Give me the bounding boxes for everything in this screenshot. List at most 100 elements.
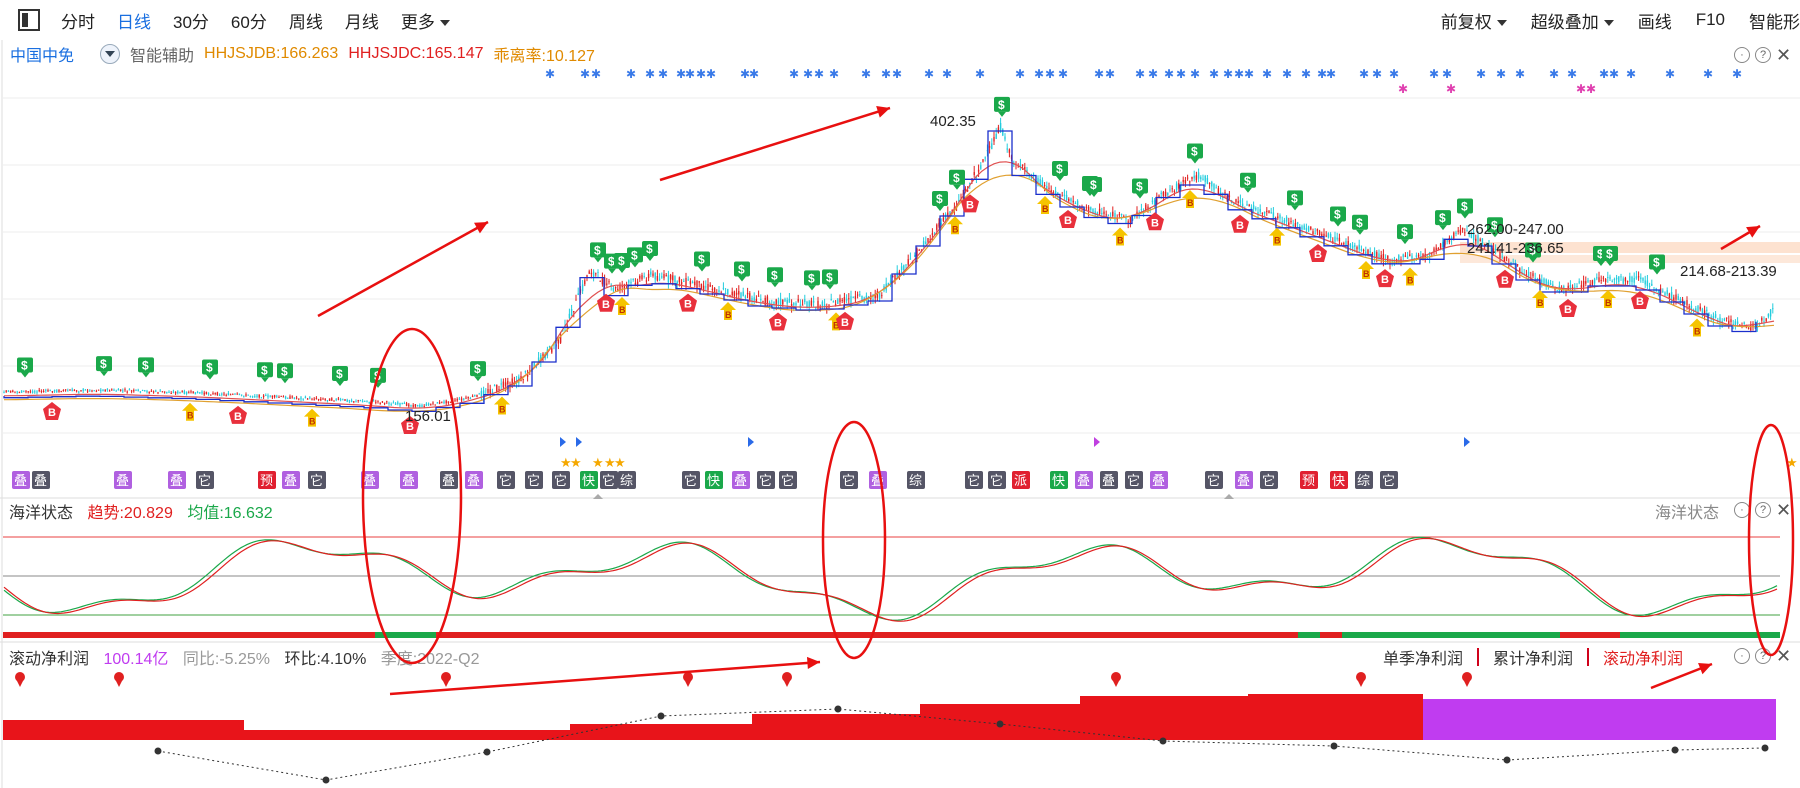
help-icon[interactable]: ? — [1755, 47, 1771, 63]
buy-arrow-icon — [1689, 318, 1705, 337]
signal-tag-text: 综 — [1357, 473, 1370, 488]
tab-more-dropdown[interactable]: 更多 — [401, 8, 450, 33]
blue-star-mark: ✱ — [1190, 67, 1200, 81]
candle-body — [751, 297, 753, 301]
candle-body — [51, 391, 54, 393]
candle-body — [1657, 291, 1660, 294]
candle-body — [1072, 200, 1074, 203]
candle-body — [971, 178, 973, 182]
candle-body — [1070, 198, 1072, 202]
buy-signal-icon — [597, 293, 615, 312]
sell-signal-tail — [281, 378, 289, 384]
settings-icon[interactable]: · — [1734, 47, 1750, 63]
candle-body — [1497, 250, 1499, 252]
indicator-dropdown-icon[interactable] — [100, 44, 121, 64]
candle-body — [1248, 204, 1250, 207]
candle-body — [412, 405, 414, 407]
help-icon[interactable]: ? — [1755, 502, 1771, 518]
candle-body — [27, 391, 29, 393]
candle-body — [1587, 280, 1589, 282]
sell-signal-tail — [1461, 213, 1469, 219]
candle-body — [295, 397, 298, 399]
state-panel-name[interactable]: 海洋状态 — [9, 505, 74, 522]
candle-body — [1259, 208, 1261, 212]
signal-tag-text: 叠 — [34, 473, 47, 488]
candle-body — [1252, 205, 1255, 210]
buy-arrow-icon — [720, 302, 736, 320]
candle-body — [1167, 192, 1169, 196]
tab-daily[interactable]: 日线 — [117, 12, 151, 32]
candle-body — [60, 391, 62, 393]
candle-body — [100, 389, 102, 392]
sell-signal-icon — [1457, 198, 1473, 214]
draw-line-button[interactable]: 画线 — [1637, 12, 1672, 32]
profit-panel-name[interactable]: 滚动净利润 — [9, 651, 90, 668]
f10-button[interactable]: F10 — [1695, 10, 1725, 29]
profit-dot — [483, 748, 491, 756]
tab-intraday[interactable]: 分时 — [61, 12, 95, 32]
candle-body — [674, 276, 676, 283]
candle-body — [665, 275, 667, 277]
chart-grid — [0, 40, 1800, 788]
red-arrow-head — [1698, 662, 1712, 675]
report-marker-tip — [1357, 679, 1365, 687]
signal-tag-text: 它 — [499, 473, 512, 488]
candle-body — [1461, 227, 1464, 230]
sell-signal-icon — [1287, 190, 1303, 206]
candle-body — [313, 398, 315, 400]
candle-body — [839, 298, 841, 303]
tab-single-quarter-profit[interactable]: 单季净利润 — [1383, 651, 1464, 668]
candle-body — [287, 397, 289, 399]
blue-star-mark: ✱ — [1176, 67, 1186, 81]
tab-60min[interactable]: 60分 — [230, 12, 267, 32]
smart-pattern-button[interactable]: 智能形 — [1749, 12, 1800, 32]
close-icon[interactable]: ✕ — [1776, 500, 1792, 520]
pink-star-mark: ✱ — [1586, 82, 1596, 96]
signal-tag — [732, 471, 750, 489]
signal-tags-row: 叠叠叠叠它预叠它叠叠叠叠它它它快它综它快叠它它它叠综它它派快叠叠它叠它叠它预快综… — [12, 471, 1398, 499]
close-icon[interactable]: ✕ — [1776, 646, 1792, 666]
candle-body — [1637, 276, 1640, 278]
candle-body — [1772, 308, 1774, 310]
buy-signal-glyph: B — [1236, 220, 1244, 232]
candle-body — [350, 400, 353, 403]
adjust-dropdown[interactable]: 前复权 — [1441, 8, 1507, 33]
signal-tag — [1125, 471, 1143, 489]
candle-body — [9, 390, 12, 393]
signal-tag-text: 它 — [1382, 473, 1395, 488]
settings-icon[interactable]: · — [1734, 648, 1750, 664]
stock-name[interactable]: 中国中免 — [10, 48, 75, 65]
profit-dot — [1330, 742, 1338, 750]
candle-body — [331, 398, 333, 401]
candle-body — [498, 389, 500, 391]
candle-body — [1516, 264, 1519, 266]
candle-body — [643, 276, 645, 278]
candle-body — [1092, 208, 1094, 214]
sell-signal-glyph: $ — [1191, 145, 1198, 159]
tab-monthly[interactable]: 月线 — [344, 12, 379, 32]
tab-cumulative-profit[interactable]: 累计净利润 — [1493, 651, 1574, 668]
sidebar-toggle-icon[interactable] — [18, 9, 40, 31]
candle-body — [1349, 243, 1352, 247]
close-icon[interactable]: ✕ — [1776, 45, 1792, 65]
signal-tag — [258, 471, 276, 489]
tab-30min[interactable]: 30分 — [173, 12, 209, 32]
candle-body — [731, 291, 733, 296]
candle-body — [661, 276, 663, 278]
buy-arrow-icon — [1532, 290, 1548, 308]
candle-body — [881, 295, 883, 297]
candle-body — [760, 298, 762, 301]
candle-body — [1332, 241, 1334, 243]
buy-arrow-glyph: B — [833, 320, 840, 330]
tab-rolling-profit[interactable]: 滚动净利润 — [1603, 651, 1684, 668]
sell-signal-tail — [100, 371, 108, 377]
candle-body — [1239, 200, 1242, 203]
candle-body — [1596, 277, 1598, 279]
overlay-dropdown[interactable]: 超级叠加 — [1531, 8, 1614, 33]
candle-body — [753, 297, 755, 301]
candle-body — [667, 275, 670, 283]
hhjsjdb-value: HHJSJDB:166.263 — [204, 45, 339, 62]
tab-weekly[interactable]: 周线 — [288, 12, 323, 32]
assist-label[interactable]: 智能辅助 — [130, 48, 195, 65]
